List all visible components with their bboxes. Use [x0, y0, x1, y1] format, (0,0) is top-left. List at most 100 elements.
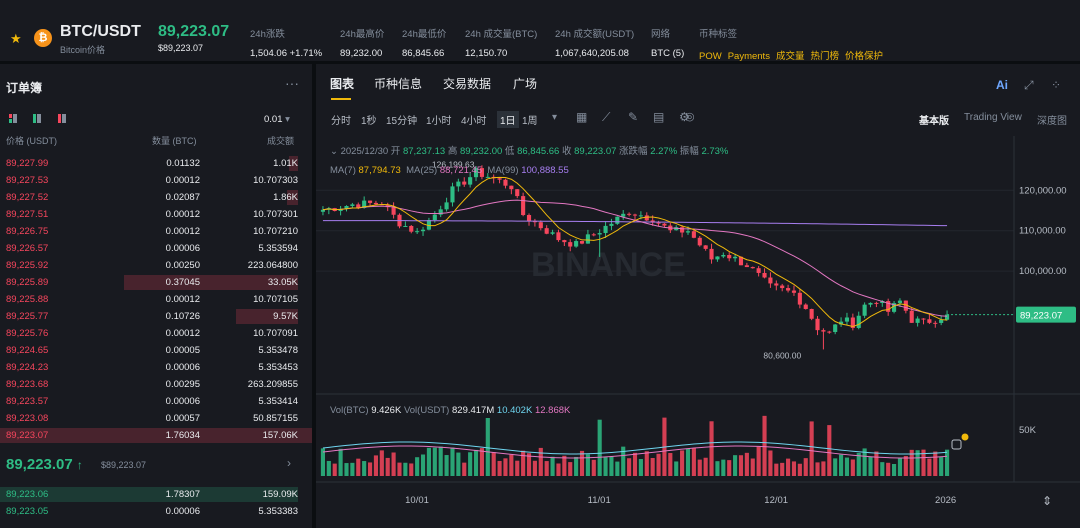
ask-row[interactable]: 89,225.77 0.10726 9.57K	[0, 308, 312, 325]
book-mode-asks-icon[interactable]	[58, 114, 66, 123]
timeframe-1d[interactable]: 1日	[497, 111, 519, 128]
tab-coin-info[interactable]: 币种信息	[374, 77, 423, 91]
chart-type-icon[interactable]: ◎	[685, 111, 695, 123]
favorite-star-icon[interactable]: ★	[10, 31, 22, 46]
high-value: 89,232.00	[460, 146, 503, 157]
ask-row[interactable]: 89,224.23 0.00006 5.353453	[0, 359, 312, 376]
volume-bar	[326, 460, 331, 476]
timeframe-1w[interactable]: 1周	[522, 116, 538, 127]
tab-square[interactable]: 广场	[513, 77, 538, 91]
open-label: 开	[390, 146, 401, 157]
bid-row[interactable]: 89,223.05 0.00006 5.353383	[0, 503, 312, 520]
volume-bar	[733, 455, 738, 476]
candle	[844, 317, 850, 322]
tag-hot[interactable]: 热门榜	[810, 51, 839, 62]
ask-row[interactable]: 89,227.52 0.02087 1.86K	[0, 189, 312, 206]
ask-row[interactable]: 89,227.51 0.00012 10.707301	[0, 206, 312, 223]
stat-24h-low: 24h最低价 86,845.66	[402, 26, 446, 59]
timeframe-15m[interactable]: 15分钟	[386, 116, 418, 127]
book-mode-bids-icon[interactable]	[33, 114, 41, 123]
candle	[750, 267, 755, 269]
x-tick-label: 11/01	[588, 495, 611, 506]
chevron-right-icon[interactable]: ›	[287, 456, 291, 470]
ask-row[interactable]: 89,225.76 0.00012 10.707091	[0, 325, 312, 342]
candle	[886, 301, 891, 312]
candle	[927, 319, 932, 323]
ask-row[interactable]: 89,223.07 1.76034 157.06K	[0, 427, 312, 444]
stat-24h-high: 24h最高价 89,232.00	[340, 26, 384, 59]
volume-bar	[579, 450, 585, 476]
stat-value: 1,067,640,205.08	[555, 48, 629, 59]
vol-ma1-value: 10.402K	[496, 405, 533, 416]
expand-icon[interactable]: ⤢	[1024, 78, 1034, 92]
ask-row[interactable]: 89,223.57 0.00006 5.353414	[0, 393, 312, 410]
tag-payments[interactable]: Payments	[727, 51, 770, 62]
precision-select[interactable]: 0.01 ▾	[264, 114, 290, 125]
timeframe-more-chevron-icon[interactable]: ▾	[552, 112, 558, 123]
ask-row[interactable]: 89,224.65 0.00005 5.353478	[0, 342, 312, 359]
book-mode-both-icon[interactable]	[9, 114, 17, 123]
stat-label: 24h 成交量(BTC)	[465, 29, 538, 40]
chart-canvas[interactable]: BINANCE 126,199.63 80,600.00 120,000.00 110,…	[316, 136, 1080, 528]
tab-chart[interactable]: 图表	[330, 77, 355, 91]
tag-pow[interactable]: POW	[699, 51, 722, 62]
candle	[538, 222, 543, 229]
pair-name[interactable]: BTC/USDT	[60, 23, 141, 40]
ask-total: 5.353594	[258, 243, 298, 254]
volume-bar	[944, 449, 950, 476]
candle	[756, 268, 761, 273]
close-label: 收	[561, 146, 572, 157]
timeframe-1h[interactable]: 1小时	[426, 116, 452, 127]
candle	[497, 178, 502, 180]
candle	[444, 202, 449, 210]
indicator-icon[interactable]: ⟋	[602, 110, 611, 124]
tab-trading-data[interactable]: 交易数据	[443, 77, 492, 91]
ask-row[interactable]: 89,226.57 0.00006 5.353594	[0, 240, 312, 257]
ai-icon[interactable]: Ai	[996, 78, 1008, 92]
template-icon[interactable]: ▤	[653, 110, 665, 124]
timeframe-line[interactable]: 分时	[331, 116, 351, 127]
more-options-icon[interactable]: ···	[285, 75, 299, 91]
timeframe-1s[interactable]: 1秒	[361, 116, 377, 127]
view-basic[interactable]: 基本版	[919, 116, 949, 127]
volume-bar	[491, 452, 496, 476]
view-tradingview[interactable]: Trading View	[964, 112, 1022, 123]
y-tick-label: 120,000.00	[1019, 185, 1067, 196]
tag-price-protection[interactable]: 价格保护	[844, 51, 883, 62]
x-tick-label: 10/01	[405, 495, 429, 506]
bid-row[interactable]: 89,223.06 1.78307 159.09K	[0, 486, 312, 503]
ask-row[interactable]: 89,225.88 0.00012 10.707105	[0, 291, 312, 308]
stat-value: 89,232.00	[340, 48, 383, 59]
ask-total: 5.353478	[258, 345, 298, 356]
ask-row[interactable]: 89,226.75 0.00012 10.707210	[0, 223, 312, 240]
ohlc-legend: ⌄ 2025/12/30 开 87,237.13 高 89,232.00 低 8…	[330, 143, 728, 157]
calendar-icon[interactable]: ▦	[576, 110, 588, 124]
ask-row[interactable]: 89,223.08 0.00057 50.857155	[0, 410, 312, 427]
grid-icon[interactable]: ⁘	[1051, 78, 1062, 92]
settings-icon[interactable]: ⚙	[679, 110, 690, 124]
ask-row[interactable]: 89,223.68 0.00295 263.209855	[0, 376, 312, 393]
ask-price: 89,224.65	[6, 345, 49, 356]
ask-row[interactable]: 89,225.92 0.00250 223.064800	[0, 257, 312, 274]
volume-bar	[715, 461, 720, 476]
ask-row[interactable]: 89,227.53 0.00012 10.707303	[0, 172, 312, 189]
up-arrow-icon: ↑	[76, 458, 83, 472]
candlestick-chart[interactable]: BINANCE 126,199.63 80,600.00 120,000.00 110,…	[316, 136, 1080, 528]
ask-row[interactable]: 89,225.89 0.37045 33.05K	[0, 274, 312, 291]
ask-qty: 0.00005	[165, 345, 200, 356]
y-tick-label: 110,000.00	[1019, 226, 1066, 237]
draw-tool-icon[interactable]: ✎	[628, 110, 639, 124]
tag-volume[interactable]: 成交量	[775, 51, 805, 62]
timeframe-4h[interactable]: 4小时	[461, 116, 487, 127]
volume-bar	[526, 453, 532, 476]
candle	[833, 324, 838, 333]
ask-row[interactable]: 89,227.99 0.01132 1.01K	[0, 155, 312, 172]
stat-value: BTC (5)	[651, 48, 685, 59]
volume-bar	[632, 452, 638, 476]
volume-bar	[556, 463, 561, 476]
stat-24h-volume-btc: 24h 成交量(BTC) 12,150.70	[465, 26, 537, 59]
stat-label: 24h最高价	[340, 29, 385, 40]
candle	[685, 231, 691, 233]
view-depth[interactable]: 深度图	[1037, 116, 1067, 127]
pair-subtitle[interactable]: Bitcoin价格	[60, 45, 106, 55]
